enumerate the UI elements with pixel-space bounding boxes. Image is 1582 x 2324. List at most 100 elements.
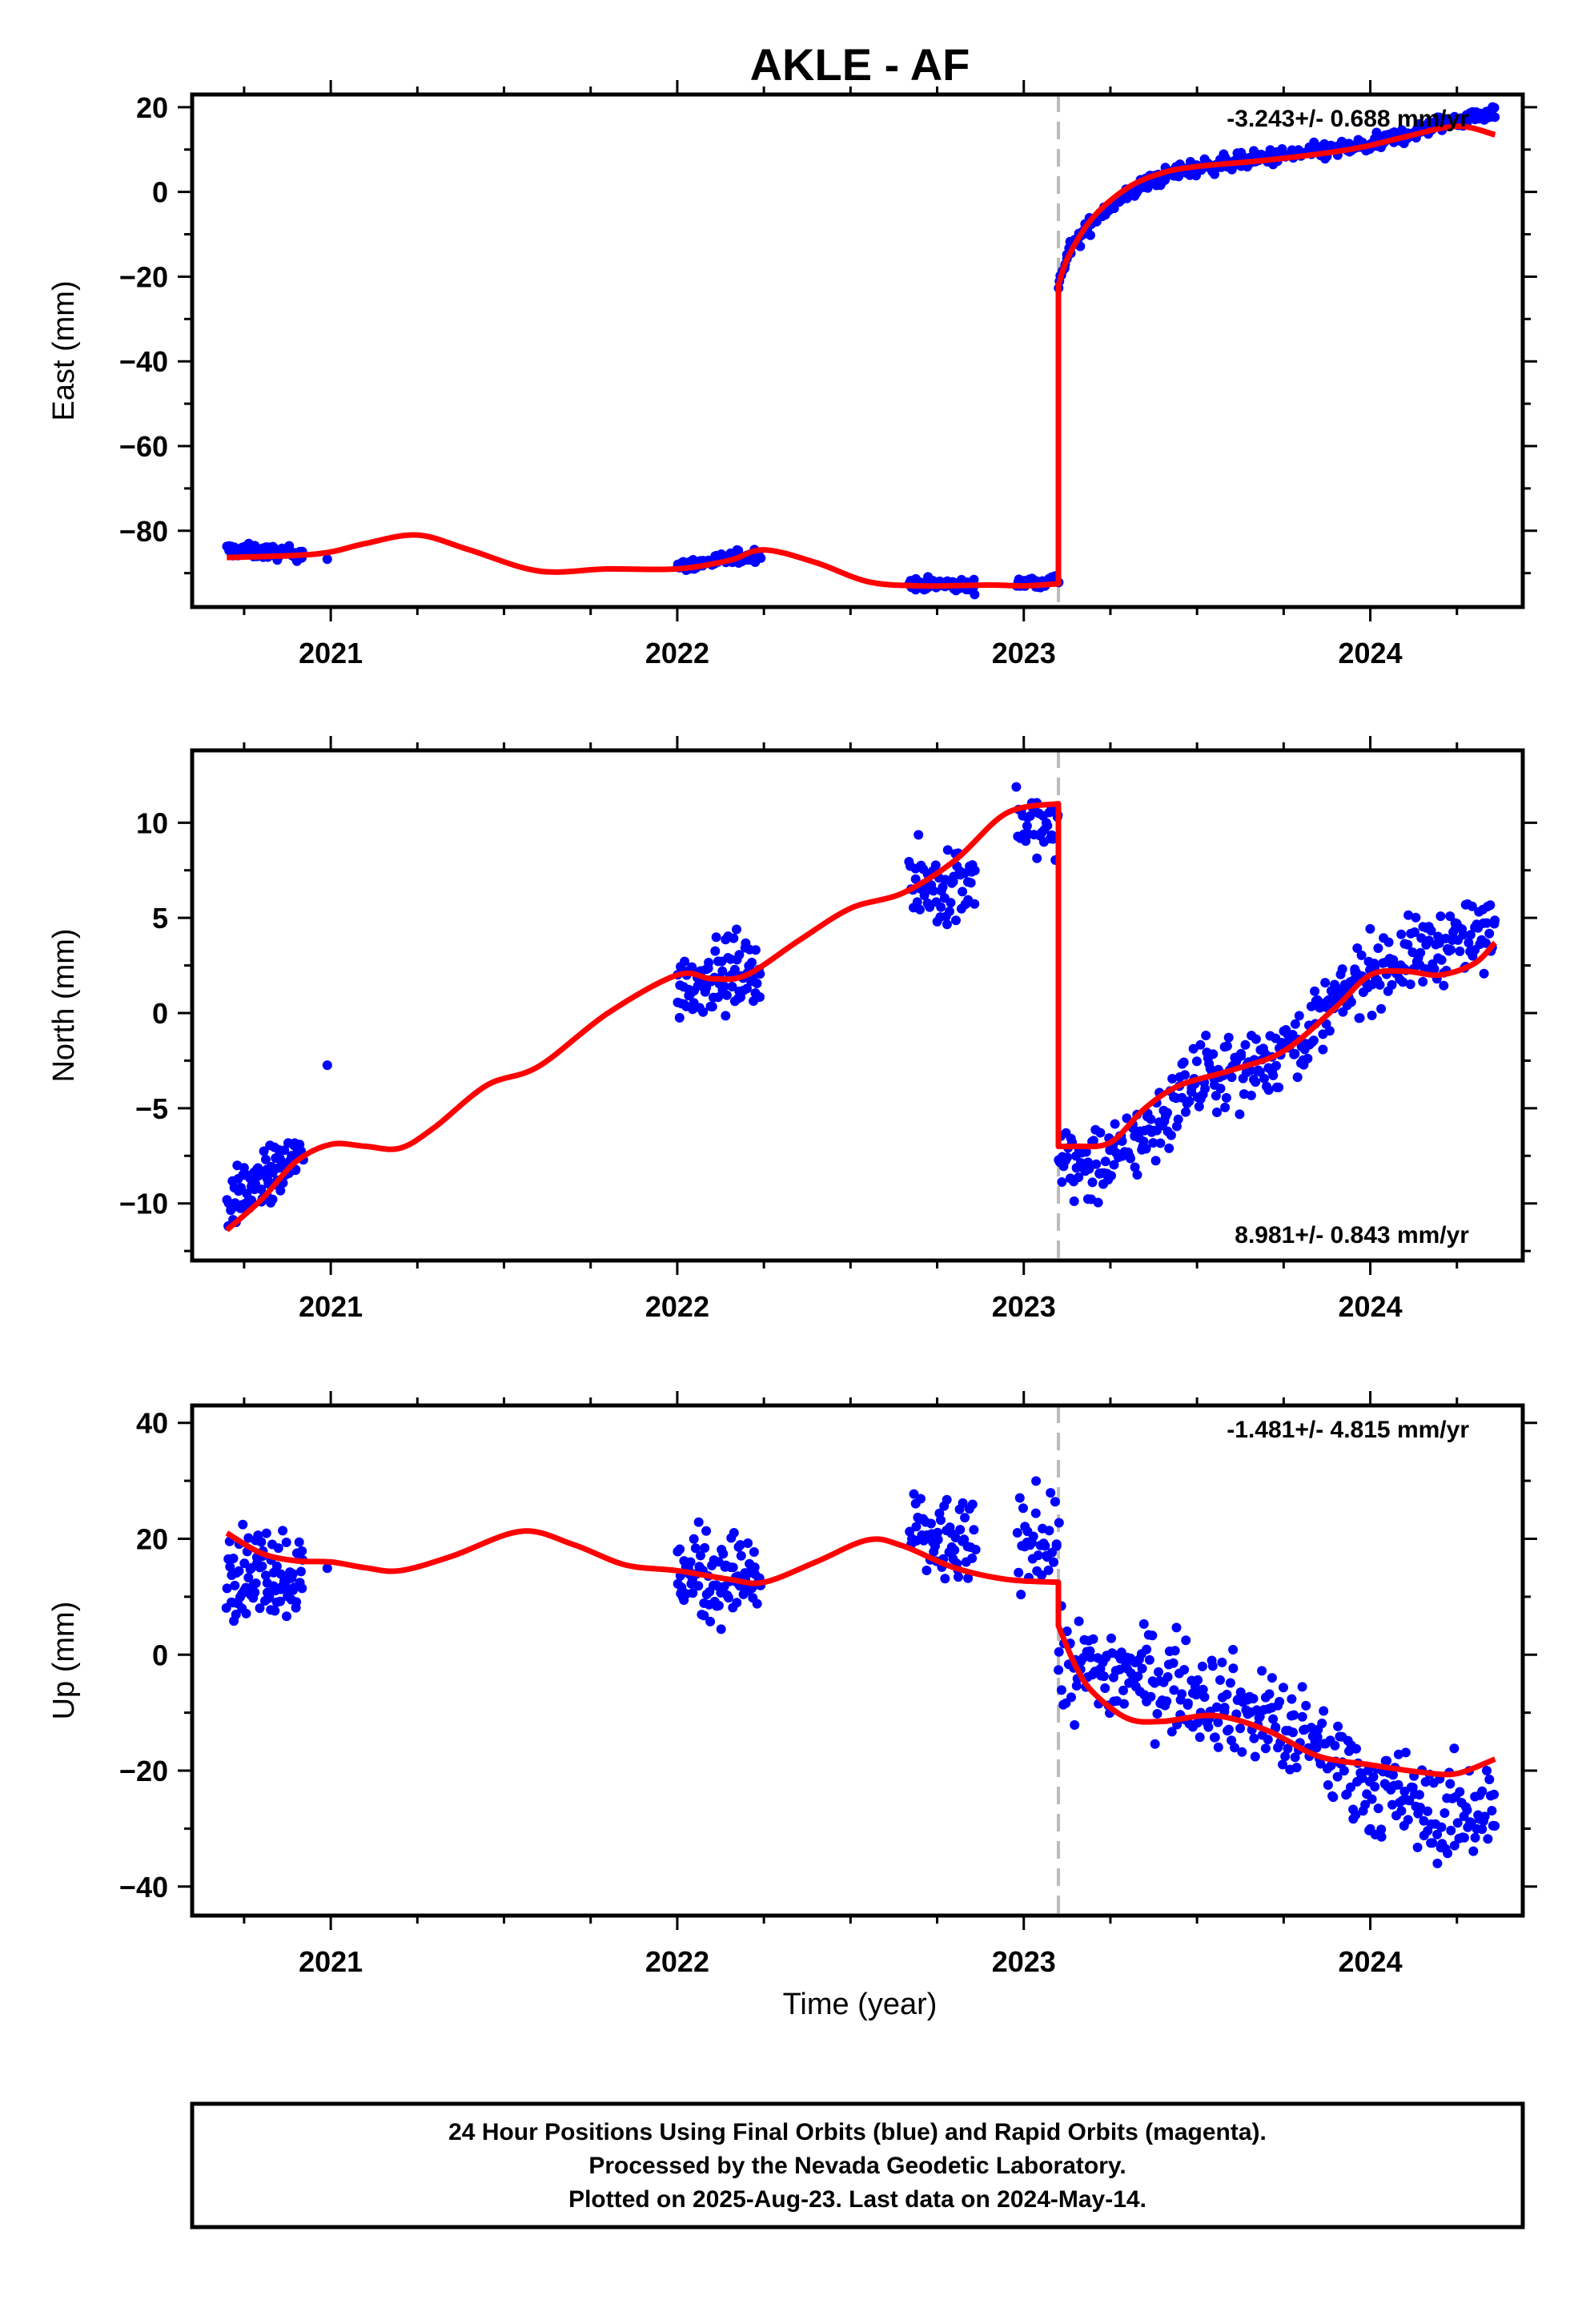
- data-point: [700, 1542, 710, 1553]
- data-point: [1403, 939, 1413, 950]
- y-tick-label: −10: [119, 1188, 168, 1220]
- data-point: [1383, 937, 1394, 947]
- data-point: [1376, 1824, 1387, 1835]
- data-point: [1308, 1035, 1319, 1046]
- data-point: [1420, 1777, 1431, 1787]
- y-axis-label: North (mm): [47, 928, 81, 1082]
- data-point: [1112, 1696, 1122, 1706]
- data-point: [1446, 1825, 1456, 1835]
- data-point: [1235, 1109, 1245, 1120]
- data-point: [1388, 955, 1399, 965]
- data-point: [1057, 1177, 1067, 1187]
- data-point: [1181, 1107, 1191, 1117]
- data-point: [942, 1494, 952, 1505]
- data-point: [910, 874, 921, 884]
- data-point: [1199, 1692, 1210, 1703]
- data-point: [1088, 1136, 1098, 1146]
- data-point: [1246, 1090, 1256, 1100]
- data-point: [1016, 1590, 1026, 1600]
- data-point: [1179, 1665, 1190, 1675]
- data-point: [1288, 1727, 1298, 1738]
- y-axis: 10 5 0 −5 −10: [119, 806, 1537, 1252]
- data-point: [1319, 1706, 1329, 1716]
- data-point: [729, 933, 739, 943]
- data-point: [275, 1185, 286, 1196]
- data-point: [1220, 1102, 1231, 1112]
- data-point: [1150, 1156, 1161, 1166]
- y-tick-label: −40: [119, 1871, 168, 1904]
- data-point: [1100, 1156, 1110, 1167]
- data-point: [1404, 1795, 1415, 1806]
- data-point: [1443, 1848, 1453, 1859]
- data-point: [1074, 1616, 1084, 1626]
- data-point: [1275, 1696, 1285, 1707]
- rate-label: -1.481+/- 4.815 mm/yr: [1227, 1417, 1469, 1443]
- data-point: [749, 1562, 760, 1573]
- data-point: [1011, 782, 1022, 792]
- data-point: [273, 1543, 283, 1554]
- data-point: [1419, 1815, 1429, 1826]
- data-point: [1375, 979, 1385, 990]
- data-point: [1287, 1694, 1297, 1704]
- panels: 2021 2022 2023 2024 20 0 −20 −40 −60 −80 East (mm)…: [47, 80, 1537, 1978]
- x-tick-label: 2021: [299, 637, 363, 669]
- data-point: [243, 1573, 254, 1582]
- data-point: [1028, 1531, 1038, 1542]
- data-point: [1227, 1072, 1237, 1083]
- x-tick-label: 2024: [1339, 1290, 1403, 1323]
- y-tick-label: −20: [119, 1755, 168, 1787]
- data-point: [1363, 1765, 1373, 1775]
- data-point: [282, 1611, 291, 1622]
- data-point: [1365, 923, 1375, 934]
- data-point: [1215, 1084, 1226, 1094]
- data-point: [711, 932, 721, 943]
- data-point: [752, 1598, 762, 1609]
- data-point: [1184, 1096, 1195, 1107]
- data-point: [1328, 1792, 1339, 1803]
- data-point: [1439, 1808, 1450, 1818]
- data-point: [1170, 1646, 1180, 1656]
- data-point: [1217, 1657, 1227, 1667]
- data-point: [967, 1553, 978, 1563]
- x-tick-label: 2022: [645, 637, 709, 669]
- data-point: [1198, 1684, 1208, 1695]
- data-point: [1357, 1773, 1367, 1783]
- data-point: [1355, 1013, 1365, 1023]
- data-point: [721, 990, 732, 1000]
- data-point: [1207, 1661, 1218, 1671]
- data-point: [1155, 1138, 1166, 1148]
- data-point: [1297, 1682, 1307, 1692]
- data-point: [705, 1616, 716, 1626]
- data-point: [1192, 1718, 1203, 1728]
- data-point: [970, 589, 980, 600]
- data-point: [1449, 1743, 1460, 1754]
- data-point: [1251, 1077, 1261, 1088]
- data-point: [954, 1572, 963, 1582]
- data-point: [1290, 1752, 1300, 1763]
- data-point: [296, 1566, 306, 1577]
- data-point: [1278, 1759, 1287, 1770]
- data-point: [1119, 1699, 1129, 1709]
- data-point: [1439, 980, 1449, 991]
- data-point: [1414, 1790, 1424, 1800]
- x-tick-label: 2024: [1339, 1945, 1403, 1978]
- x-tick-label: 2023: [992, 637, 1056, 669]
- data-point: [297, 1546, 307, 1556]
- data-point: [729, 964, 740, 975]
- data-point: [1485, 900, 1496, 911]
- data-point: [222, 1583, 232, 1594]
- data-point: [1210, 1732, 1220, 1743]
- data-point: [950, 1545, 960, 1555]
- data-point: [1490, 1821, 1500, 1831]
- data-point: [1311, 1743, 1322, 1753]
- data-point: [275, 1569, 286, 1579]
- data-point: [713, 1557, 724, 1567]
- data-point: [1235, 1723, 1246, 1734]
- data-point: [236, 1183, 247, 1193]
- data-point: [250, 1587, 260, 1598]
- data-point: [1081, 1147, 1091, 1157]
- data-point: [1249, 1733, 1259, 1743]
- data-point: [1376, 1003, 1387, 1014]
- data-point: [1146, 1114, 1156, 1124]
- y-tick-label: 10: [136, 806, 168, 839]
